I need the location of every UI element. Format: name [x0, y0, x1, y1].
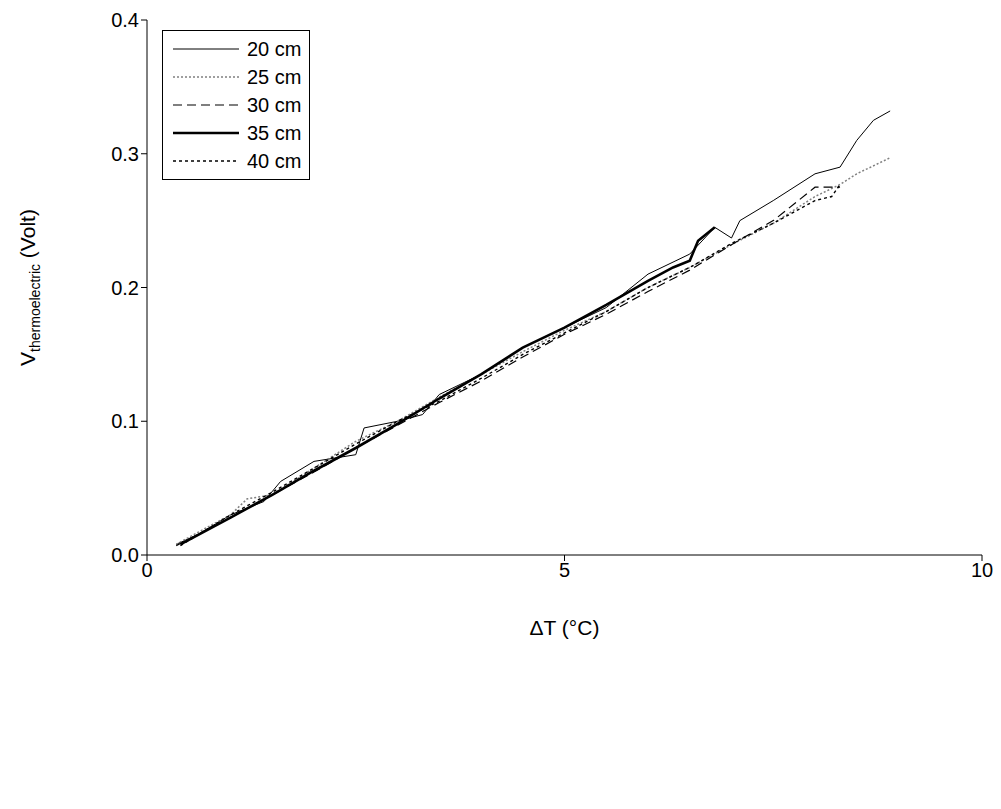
svg-text:0.0: 0.0	[111, 544, 139, 566]
svg-text:0: 0	[141, 559, 152, 581]
html-text:20 cm: 20 cm	[247, 37, 302, 60]
svg-text:0.2: 0.2	[111, 277, 139, 299]
html-text:30 cm: 30 cm	[247, 93, 302, 116]
svg-text:ΔT (°C): ΔT (°C)	[530, 616, 600, 639]
html-text:35 cm: 35 cm	[247, 121, 302, 144]
svg-text:10: 10	[971, 559, 993, 581]
svg-text:0.1: 0.1	[111, 410, 139, 432]
svg-text:0.3: 0.3	[111, 143, 139, 165]
html-text:25 cm: 25 cm	[247, 65, 302, 88]
html-text:40 cm: 40 cm	[247, 149, 302, 172]
svg-text:0.4: 0.4	[111, 9, 139, 31]
svg-text:Vthermoelectric (Volt): Vthermoelectric (Volt)	[16, 209, 43, 366]
svg-text:5: 5	[559, 559, 570, 581]
